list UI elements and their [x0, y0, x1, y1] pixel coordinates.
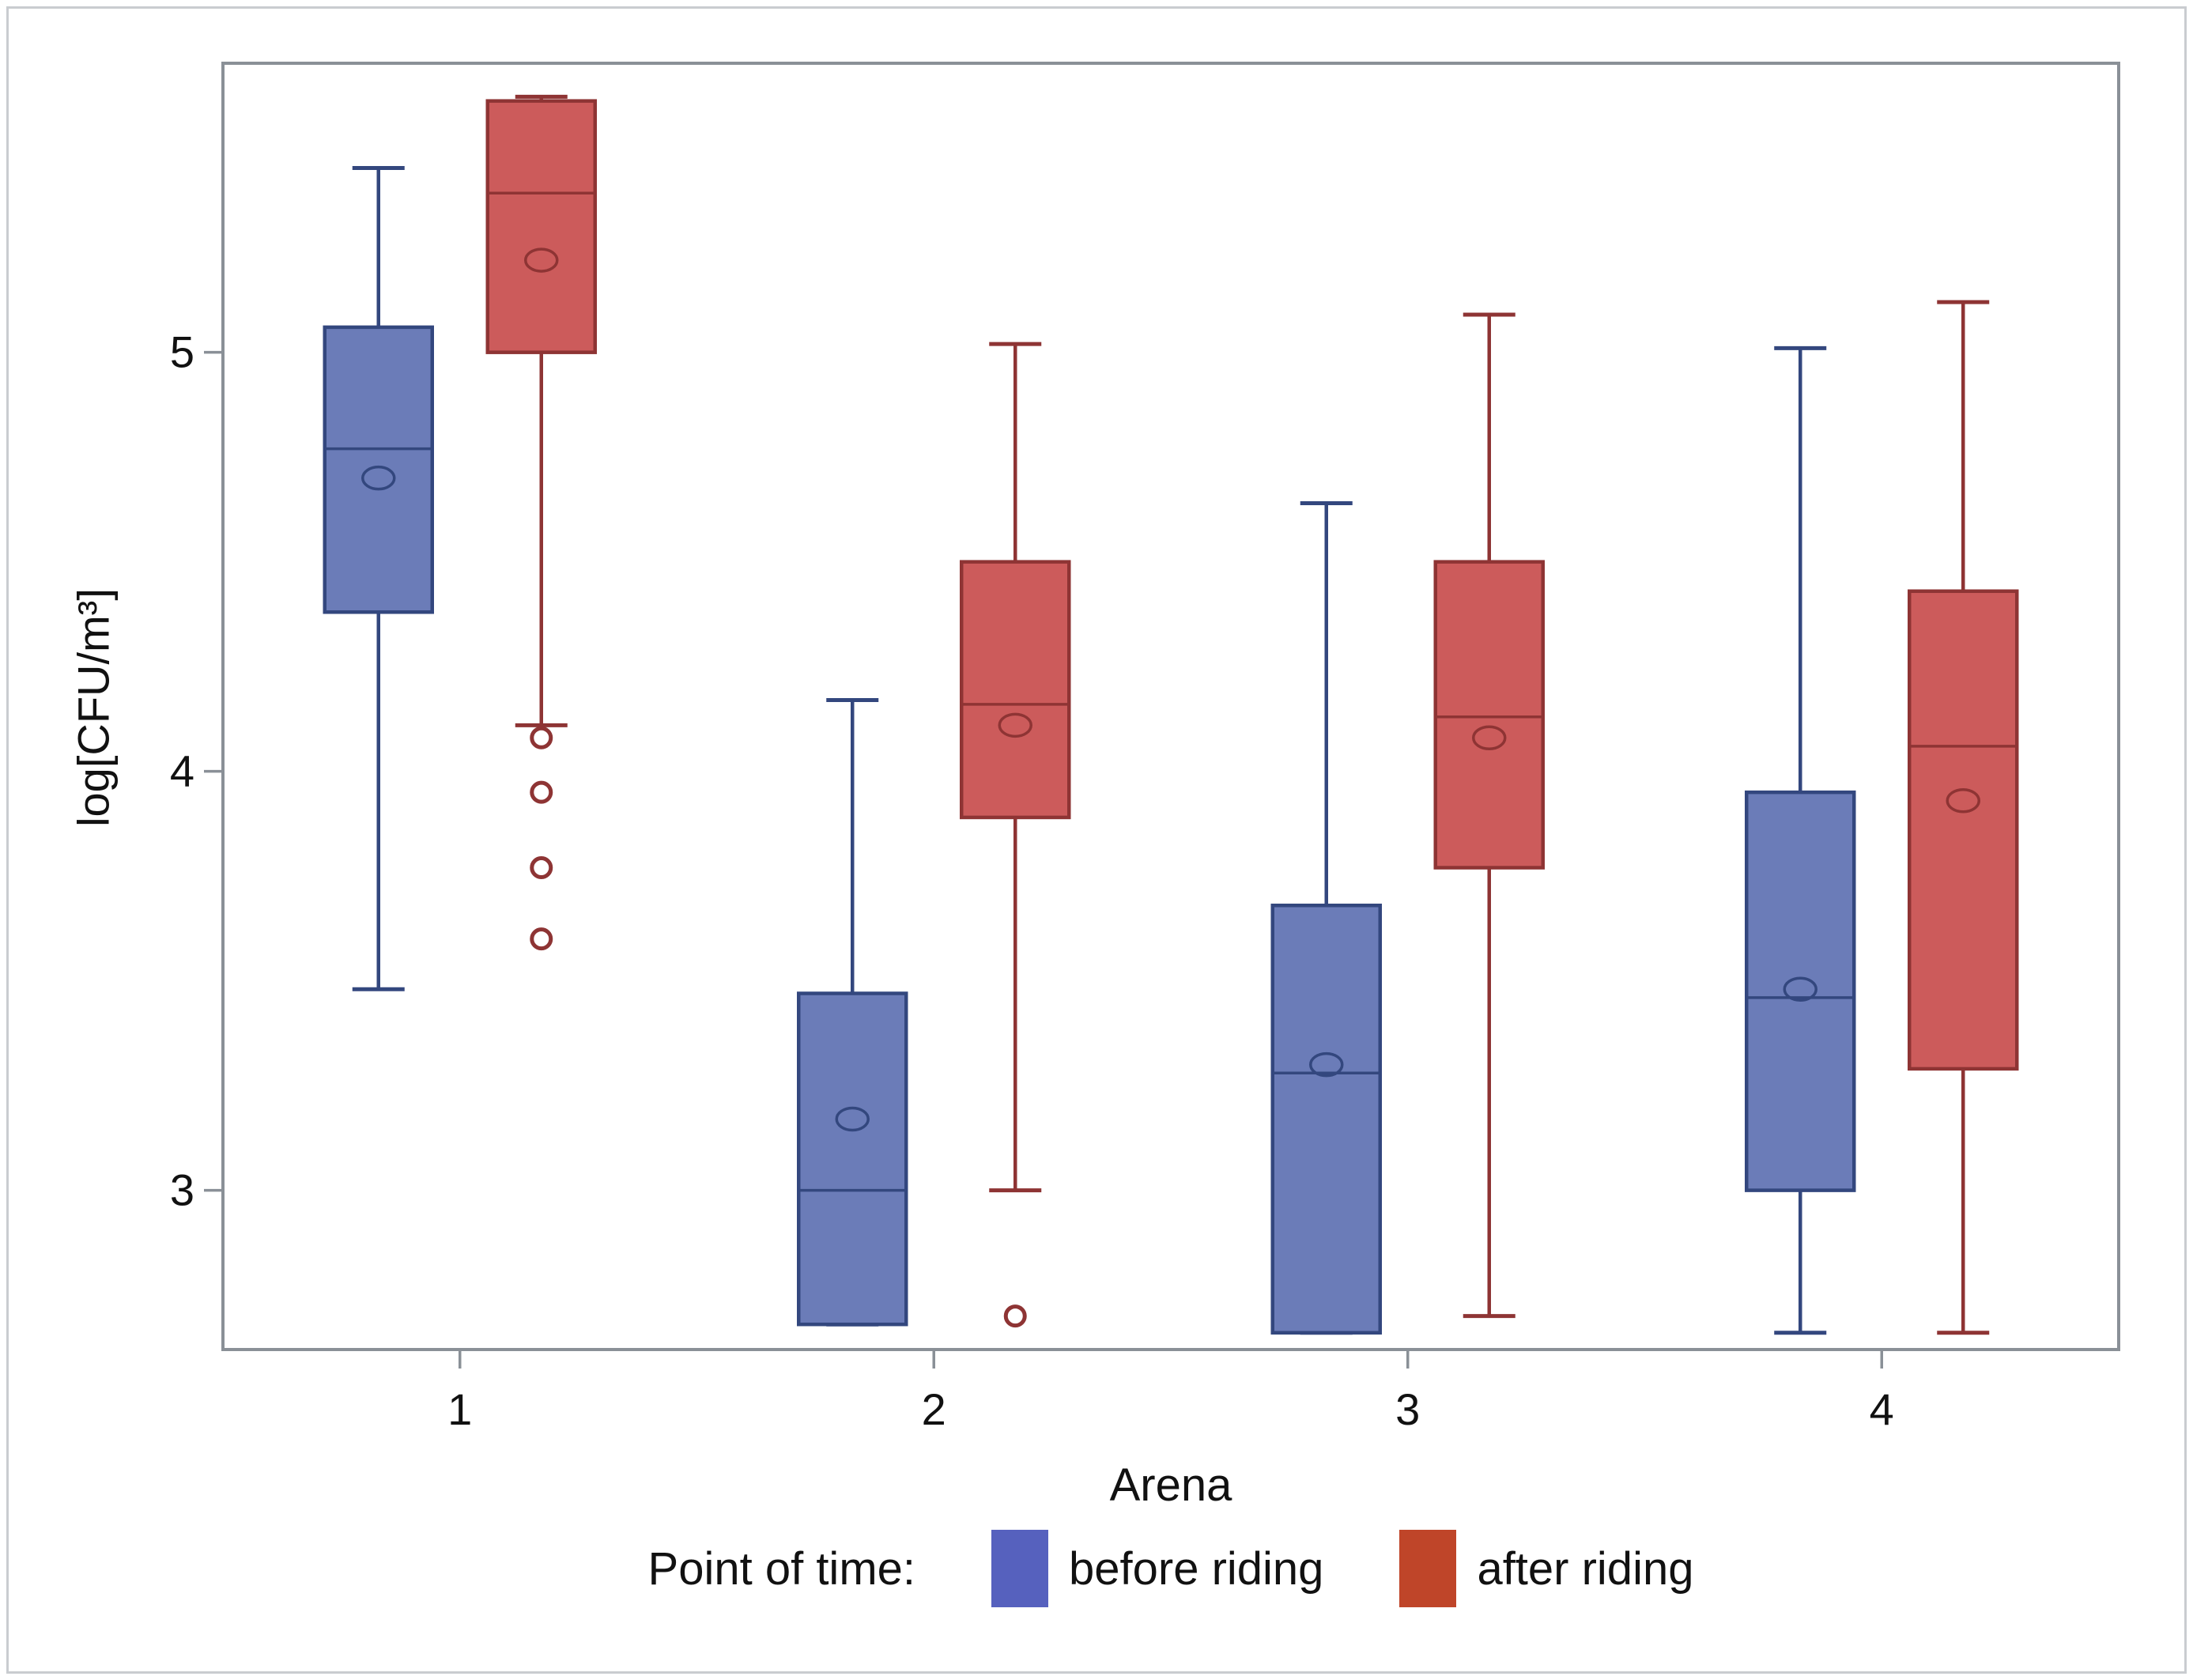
x-tick-label: 2 — [922, 1384, 946, 1434]
outlier-point-after-arena-1 — [530, 856, 553, 880]
box-before-arena-1 — [323, 325, 434, 614]
mean-marker-before-arena-3 — [1309, 1051, 1344, 1078]
legend: Point of time: before riding after ridin… — [223, 1530, 2119, 1607]
legend-entry-before: before riding — [991, 1530, 1323, 1607]
box-before-arena-3 — [1270, 903, 1382, 1335]
plot-frame — [221, 62, 2120, 1351]
box-before-arena-2 — [797, 991, 908, 1327]
legend-label-after: after riding — [1477, 1542, 1694, 1595]
box-after-arena-2 — [960, 560, 1071, 820]
outlier-point-after-arena-1 — [530, 780, 553, 804]
y-tick-label: 4 — [170, 746, 194, 796]
x-axis-label: Arena — [1109, 1459, 1232, 1511]
box-after-arena-3 — [1433, 560, 1545, 870]
mean-marker-after-arena-4 — [1946, 787, 1980, 814]
mean-marker-before-arena-1 — [361, 465, 396, 491]
box-before-arena-4 — [1745, 790, 1856, 1192]
mean-marker-after-arena-1 — [524, 247, 559, 273]
x-tick-label: 3 — [1395, 1384, 1420, 1434]
box-after-arena-1 — [485, 99, 597, 354]
x-tick-label: 1 — [447, 1384, 472, 1434]
box-after-arena-4 — [1908, 589, 2019, 1071]
legend-label-before: before riding — [1069, 1542, 1324, 1595]
y-axis-label: log[CFU/m³] — [68, 588, 119, 827]
x-tick-label: 4 — [1870, 1384, 1894, 1434]
outlier-point-after-arena-2 — [1003, 1304, 1027, 1328]
legend-title: Point of time: — [647, 1542, 915, 1595]
y-tick-label: 3 — [170, 1165, 194, 1215]
mean-marker-after-arena-3 — [1472, 725, 1507, 750]
legend-entry-after: after riding — [1399, 1530, 1693, 1607]
legend-swatch-before-icon — [991, 1530, 1048, 1607]
outlier-point-after-arena-1 — [530, 726, 553, 749]
mean-marker-after-arena-2 — [998, 712, 1032, 738]
outlier-point-after-arena-1 — [530, 927, 553, 951]
legend-swatch-after-icon — [1399, 1530, 1457, 1607]
y-tick-label: 5 — [170, 327, 194, 377]
mean-marker-before-arena-2 — [835, 1106, 870, 1132]
figure-border — [6, 6, 2187, 1674]
mean-marker-before-arena-4 — [1783, 976, 1817, 1002]
